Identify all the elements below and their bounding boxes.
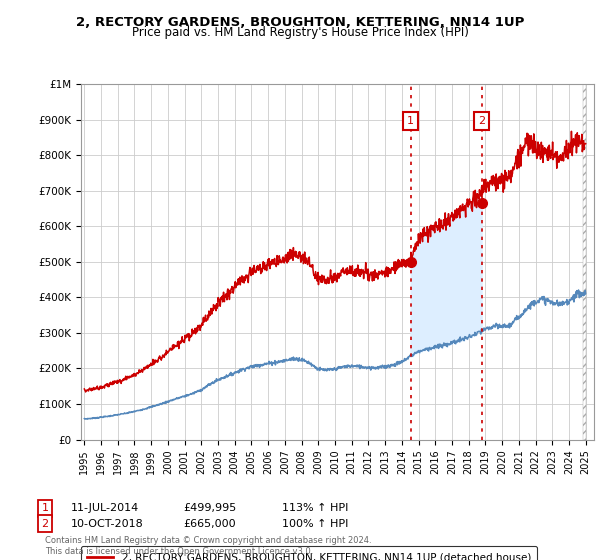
Text: 2: 2 xyxy=(41,519,49,529)
Text: 11-JUL-2014: 11-JUL-2014 xyxy=(71,503,139,514)
Legend: 2, RECTORY GARDENS, BROUGHTON, KETTERING, NN14 1UP (detached house), HPI: Averag: 2, RECTORY GARDENS, BROUGHTON, KETTERING… xyxy=(81,546,538,560)
Text: 113% ↑ HPI: 113% ↑ HPI xyxy=(282,503,349,514)
Text: 2, RECTORY GARDENS, BROUGHTON, KETTERING, NN14 1UP: 2, RECTORY GARDENS, BROUGHTON, KETTERING… xyxy=(76,16,524,29)
Text: 1: 1 xyxy=(41,503,49,514)
Text: 1: 1 xyxy=(407,116,414,127)
Text: 2: 2 xyxy=(478,116,485,127)
Text: Price paid vs. HM Land Registry's House Price Index (HPI): Price paid vs. HM Land Registry's House … xyxy=(131,26,469,39)
Text: 10-OCT-2018: 10-OCT-2018 xyxy=(71,519,143,529)
Text: Contains HM Land Registry data © Crown copyright and database right 2024.
This d: Contains HM Land Registry data © Crown c… xyxy=(45,536,371,556)
Text: 100% ↑ HPI: 100% ↑ HPI xyxy=(282,519,349,529)
Text: £665,000: £665,000 xyxy=(183,519,236,529)
Text: £499,995: £499,995 xyxy=(183,503,236,514)
